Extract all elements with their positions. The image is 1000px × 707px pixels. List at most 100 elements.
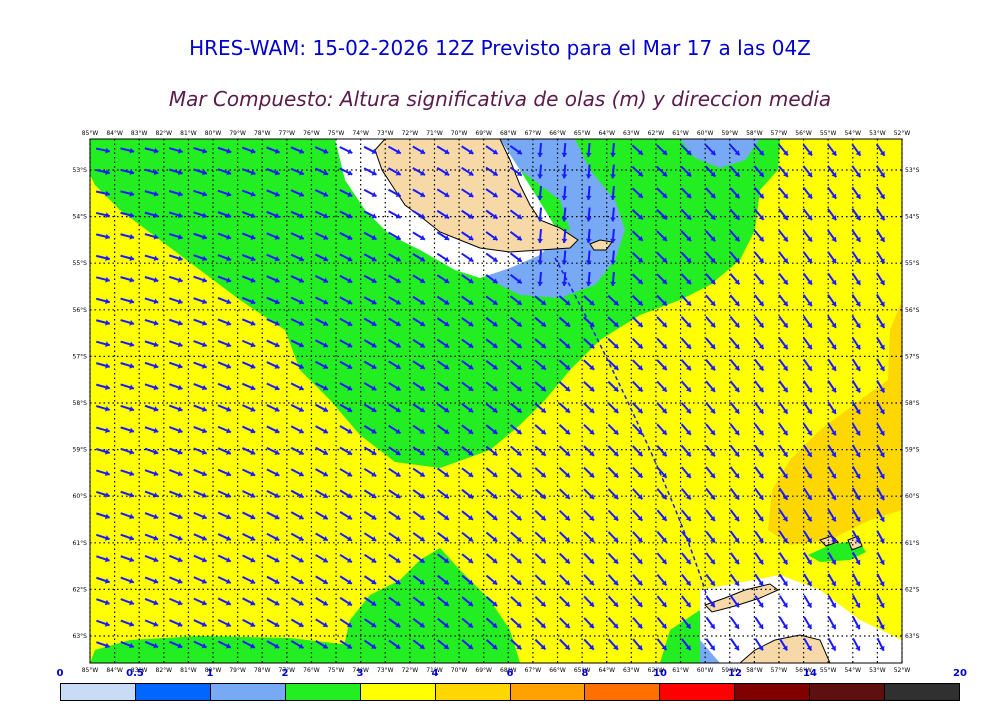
wave-arrow-head [347, 428, 353, 434]
wave-arrow-head [806, 580, 812, 586]
wave-arrow-head [298, 535, 304, 542]
wave-arrow-head [540, 407, 546, 413]
wave-arrow-head [443, 385, 449, 391]
wave-arrow-head [782, 473, 788, 479]
wave-arrow-head [637, 472, 643, 478]
wave-arrow-head [710, 236, 716, 242]
wave-arrow-head [153, 642, 159, 649]
wave-arrow-head [661, 623, 667, 629]
wave-arrow-head [686, 193, 692, 198]
wave-arrow-head [129, 492, 134, 498]
wave-arrow-head [202, 212, 207, 219]
wave-arrow-head [709, 580, 715, 586]
latitude-label: 53°S [73, 167, 88, 174]
wave-arrow-head [298, 471, 304, 477]
wave-arrow-head [371, 622, 377, 628]
wave-arrow-head [782, 602, 788, 608]
wave-arrow-head [468, 278, 474, 284]
longitude-label: 69°W [475, 667, 492, 674]
wave-arrow-head [419, 579, 425, 585]
wave-arrow-head [589, 429, 595, 435]
wave-arrow-head [734, 623, 739, 629]
wave-arrow-head [202, 255, 207, 262]
wave-arrow-head [492, 407, 498, 413]
wave-arrow-head [153, 298, 159, 305]
wave-arrow-head [201, 513, 207, 520]
wave-arrow-head [371, 342, 377, 348]
wave-arrow-head [540, 472, 546, 478]
wave-arrow-head [661, 472, 667, 478]
wave-arrow-head [588, 558, 594, 564]
wave-arrow-head [806, 494, 812, 500]
wave-arrow-head [758, 193, 764, 199]
wave-arrow-head [710, 472, 715, 478]
wave-arrow-head [879, 301, 885, 307]
wave-arrow-head [177, 234, 183, 240]
longitude-label: 84°W [106, 130, 123, 137]
wave-arrow-head [492, 256, 498, 262]
wave-arrow-head [177, 212, 183, 219]
wave-arrow-head [371, 277, 377, 284]
wave-arrow-head [686, 236, 692, 242]
wave-arrow-head [637, 515, 643, 521]
wave-arrow-head [104, 642, 110, 649]
wave-arrow-head [661, 257, 667, 263]
wave-arrow-head [153, 255, 159, 262]
wave-arrow-head [298, 277, 304, 283]
wave-arrow-head [879, 150, 885, 156]
wave-arrow-head [346, 536, 352, 542]
wave-arrow-head [516, 170, 522, 176]
wave-arrow-head [322, 578, 328, 585]
wave-arrow-head [444, 299, 450, 305]
wave-arrow-head [561, 195, 568, 200]
wave-arrow-head [395, 191, 401, 198]
wave-arrow-head [177, 341, 183, 348]
wave-arrow-head [564, 493, 570, 499]
wave-arrow-head [274, 277, 280, 283]
wave-arrow-head [129, 513, 134, 520]
wave-arrow-head [783, 171, 788, 177]
wave-arrow-head [298, 492, 304, 498]
wave-arrow-head [201, 643, 207, 649]
wave-arrow-head [564, 536, 570, 542]
wave-arrow-head [540, 579, 546, 585]
wave-arrow-head [637, 257, 643, 263]
wave-arrow-head [879, 602, 885, 608]
wave-arrow-head [225, 514, 231, 520]
wave-arrow-head [783, 150, 788, 156]
wave-arrow-head [104, 578, 110, 584]
wave-arrow-head [226, 298, 232, 305]
wave-arrow-head [831, 193, 837, 199]
wave-arrow-head [153, 363, 159, 369]
wave-arrow-head [831, 172, 837, 178]
wave-arrow-head [806, 430, 812, 436]
wave-arrow-head [637, 149, 643, 155]
wave-arrow-head [661, 300, 667, 306]
wave-arrow-head [637, 623, 643, 629]
wave-arrow-head [274, 514, 280, 520]
wave-arrow-head [830, 624, 837, 630]
wave-arrow-head [758, 171, 764, 177]
wave-arrow-head [443, 514, 449, 520]
wave-arrow-head [709, 537, 715, 543]
wave-arrow-head [371, 407, 377, 413]
wave-arrow-head [782, 494, 788, 500]
wave-arrow-head [758, 279, 764, 285]
wave-arrow-head [105, 276, 110, 283]
wave-arrow-head [585, 152, 592, 157]
wave-arrow-head [201, 449, 207, 455]
wave-arrow-head [347, 213, 353, 219]
wave-arrow-head [419, 643, 425, 649]
wave-arrow-head [347, 299, 353, 305]
wave-arrow-head [758, 645, 764, 651]
wave-arrow-head [153, 341, 159, 348]
wave-arrow-head [298, 514, 304, 520]
wave-arrow-head [709, 645, 715, 651]
wave-arrow-head [104, 621, 110, 627]
wave-arrow-head [153, 147, 159, 154]
wave-arrow-head [371, 170, 377, 176]
wave-arrow-head [468, 515, 474, 520]
wave-arrow-head [710, 408, 715, 414]
wave-arrow-head [177, 599, 183, 606]
wave-arrow-head [565, 300, 571, 306]
